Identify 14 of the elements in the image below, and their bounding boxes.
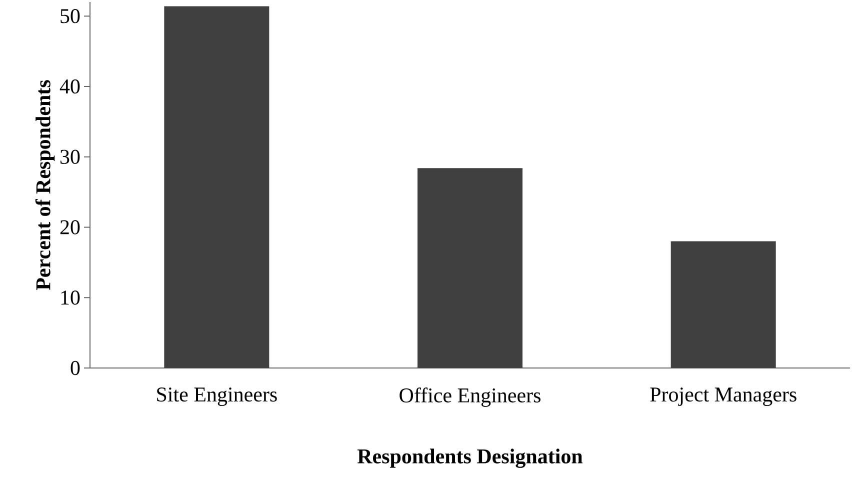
x-axis-title: Respondents Designation <box>357 448 583 468</box>
y-axis-title: Percent of Respondents <box>35 80 55 290</box>
bar <box>670 241 776 368</box>
x-tick-label: Project Managers <box>650 388 796 406</box>
x-tick-label: Office Engineers <box>400 388 540 407</box>
y-tick-label: 30 <box>60 150 80 164</box>
bar <box>418 168 523 368</box>
x-tick-label: Site Engineers <box>157 388 277 406</box>
bar <box>164 6 270 368</box>
y-tick-label: 10 <box>61 290 80 305</box>
y-tick-label: 0 <box>70 360 80 376</box>
y-tick-label: 50 <box>60 8 80 24</box>
y-tick-label: 20 <box>60 220 80 234</box>
y-tick-label: 40 <box>60 79 80 94</box>
